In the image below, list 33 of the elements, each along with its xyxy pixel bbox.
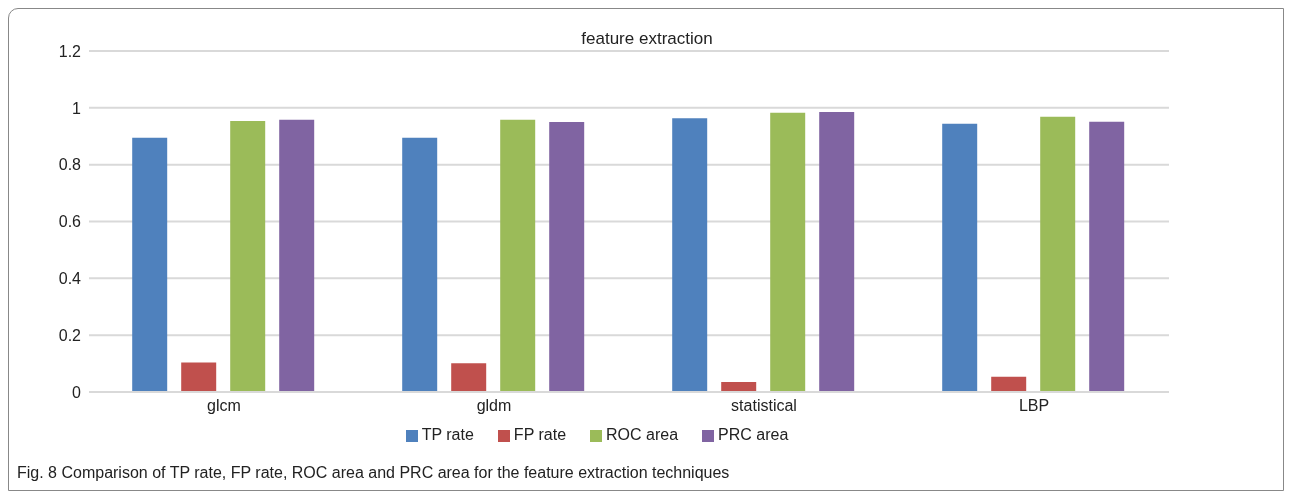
- y-tick-label: 0.6: [58, 213, 82, 231]
- bar: [1040, 116, 1076, 392]
- legend-label: ROC area: [606, 426, 679, 443]
- x-tick-label: LBP: [1018, 397, 1050, 415]
- bar: [770, 112, 806, 392]
- bar: [942, 123, 978, 392]
- legend-label: FP rate: [513, 426, 567, 443]
- y-tick-label: 1.2: [58, 42, 82, 60]
- bar: [132, 137, 168, 392]
- y-tick-label: 0.8: [58, 156, 82, 174]
- x-tick-label: gldm: [476, 397, 512, 415]
- chart-title: feature extraction: [581, 29, 713, 48]
- bar: [819, 112, 855, 392]
- x-tick-label: statistical: [731, 397, 797, 415]
- bar: [721, 382, 757, 392]
- bar: [500, 119, 536, 392]
- bar: [672, 118, 708, 392]
- y-tick-label: 0: [72, 383, 82, 401]
- x-tick-label: glcm: [207, 397, 241, 415]
- bar: [991, 376, 1027, 392]
- legend-label: TP rate: [421, 426, 474, 443]
- bar: [402, 137, 438, 392]
- y-tick-label: 1: [72, 99, 82, 117]
- y-tick-label: 0.4: [58, 270, 82, 288]
- bar: [549, 122, 585, 392]
- y-tick-label: 0.2: [58, 326, 82, 344]
- bar: [451, 363, 487, 392]
- bar: [181, 362, 217, 392]
- bar: [1089, 121, 1125, 392]
- caption: Fig. 8 Comparison of TP rate, FP rate, ROC area and PRC area for the feature extraction techniques: [17, 464, 730, 482]
- bar: [279, 119, 315, 392]
- bar: [230, 120, 266, 392]
- legend-label: PRC area: [718, 426, 789, 443]
